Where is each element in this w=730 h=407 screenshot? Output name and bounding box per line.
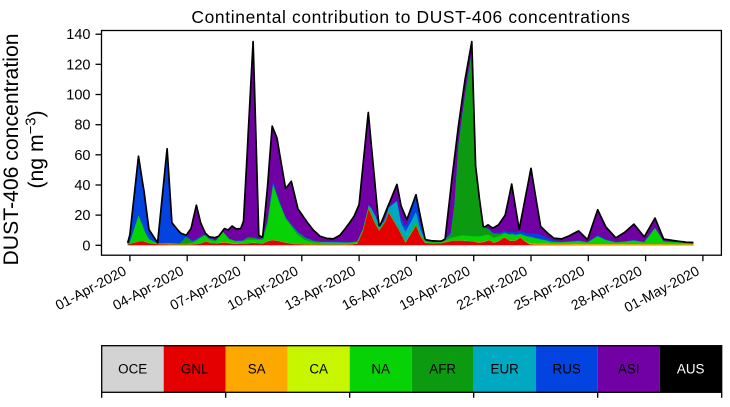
svg-text:20: 20: [74, 208, 90, 224]
svg-text:AUS: AUS: [677, 361, 705, 376]
svg-text:120: 120: [66, 57, 90, 73]
svg-text:Continental contribution to DU: Continental contribution to DUST-406 con…: [191, 7, 630, 27]
svg-text:NA: NA: [371, 361, 390, 376]
svg-text:60: 60: [74, 148, 90, 164]
svg-text:AFR: AFR: [429, 361, 456, 376]
svg-text:100: 100: [66, 88, 90, 104]
svg-text:140: 140: [66, 27, 90, 43]
svg-text:EUR: EUR: [491, 361, 520, 376]
svg-text:DUST-406 concentration: DUST-406 concentration: [0, 33, 23, 265]
svg-text:CA: CA: [309, 361, 328, 376]
svg-text:80: 80: [74, 118, 90, 134]
svg-text:GNL: GNL: [181, 361, 209, 376]
svg-text:OCE: OCE: [118, 361, 147, 376]
svg-text:ASI: ASI: [618, 361, 640, 376]
svg-text:40: 40: [74, 178, 90, 194]
svg-text:0: 0: [82, 238, 90, 254]
svg-text:RUS: RUS: [553, 361, 581, 376]
svg-text:SA: SA: [248, 361, 266, 376]
